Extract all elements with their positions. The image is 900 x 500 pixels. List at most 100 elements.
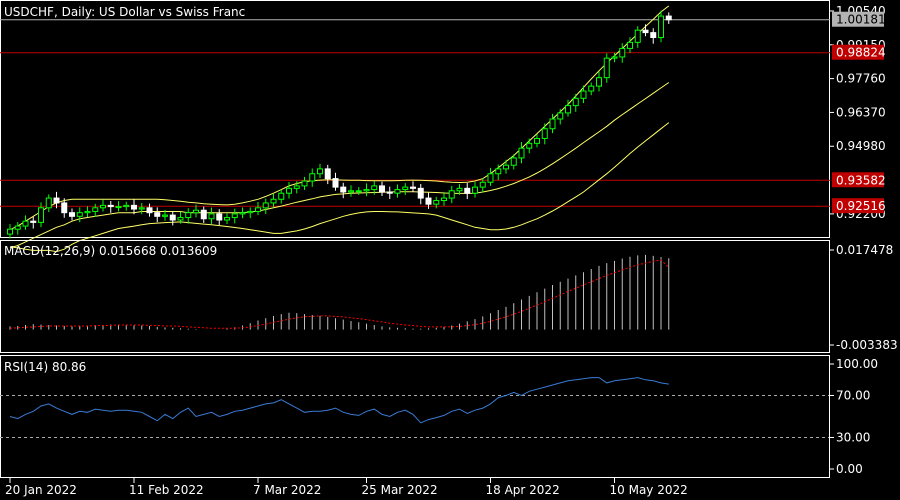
rsi-pane[interactable]: RSI(14) 80.86 — [0, 355, 830, 478]
candle-body — [534, 137, 540, 144]
time-tick-label: 20 Jan 2022 — [5, 483, 77, 497]
candle-body — [177, 217, 184, 221]
candle — [386, 186, 393, 200]
candle-body — [84, 210, 91, 214]
macd-pane-border — [0, 240, 830, 353]
candle — [665, 12, 672, 24]
candle-body — [619, 47, 626, 58]
candle-body — [231, 213, 238, 219]
candle — [417, 183, 424, 205]
candle — [146, 203, 153, 217]
candle-body — [162, 214, 168, 217]
candle — [402, 183, 409, 196]
candle — [510, 154, 517, 170]
candle-body — [224, 217, 230, 221]
candle — [534, 134, 540, 148]
candle-body — [658, 15, 664, 38]
candle-body — [239, 212, 246, 215]
candle — [177, 211, 184, 224]
candle-body — [255, 207, 261, 212]
candle — [603, 53, 610, 83]
candle-body — [603, 57, 610, 79]
current-price-tag-label: 1.00181 — [836, 13, 886, 27]
candle-body — [472, 186, 478, 194]
candle — [565, 99, 571, 117]
candle — [619, 43, 626, 63]
bollinger-lower — [9, 122, 670, 253]
time-tick-label: 10 May 2022 — [610, 483, 688, 497]
candle — [580, 85, 587, 104]
candle-body — [402, 186, 409, 191]
candle-body — [580, 90, 587, 99]
price-tick-label: 0.96370 — [836, 105, 886, 119]
candle — [154, 207, 161, 223]
candle — [169, 211, 176, 226]
candle — [22, 215, 29, 230]
candle — [456, 184, 463, 195]
candle — [239, 207, 246, 219]
candle-body — [146, 207, 153, 214]
candle — [216, 209, 223, 226]
bollinger-middle — [9, 82, 670, 249]
candle — [69, 208, 75, 221]
candle — [208, 207, 215, 225]
candle — [38, 202, 44, 228]
candle-body — [456, 187, 463, 192]
candle — [572, 93, 579, 112]
candle-body — [464, 187, 471, 194]
candle — [371, 181, 378, 195]
candle-body — [487, 173, 494, 183]
macd-tick-label: 0.017478 — [836, 243, 893, 257]
candle-body — [495, 168, 502, 175]
candle-body — [208, 213, 215, 220]
candle-body — [7, 228, 13, 235]
candle-body — [510, 157, 517, 166]
candle — [84, 206, 91, 218]
candle — [255, 201, 261, 216]
candle — [270, 193, 277, 208]
candle — [518, 141, 525, 164]
candle-body — [100, 204, 106, 209]
candle-body — [193, 209, 199, 214]
candle — [200, 206, 207, 223]
candle — [433, 196, 440, 209]
candle-body — [216, 213, 223, 221]
candle — [92, 203, 99, 217]
main-pane-title: USDCHF, Daily: US Dollar vs Swiss Franc — [4, 5, 245, 19]
candle-body — [340, 186, 347, 193]
candle-body — [379, 185, 385, 193]
price-tick-label: 0.94980 — [836, 139, 886, 153]
candle — [611, 52, 618, 63]
candle-body — [503, 164, 509, 170]
candle-body — [386, 191, 393, 194]
candle-body — [115, 206, 122, 209]
candle — [355, 187, 362, 195]
candle-body — [53, 197, 60, 204]
candle — [588, 82, 595, 96]
candle-body — [363, 189, 370, 192]
candle-body — [22, 220, 29, 227]
candle-body — [596, 77, 602, 87]
candle — [379, 181, 385, 197]
candle — [14, 222, 21, 235]
candle-body — [92, 207, 99, 212]
candle — [441, 191, 447, 206]
candle-body — [107, 204, 114, 208]
candle-body — [665, 15, 672, 21]
current-price-tag-bg — [832, 11, 884, 27]
candle-body — [200, 209, 207, 220]
candle — [53, 191, 60, 209]
price-axis: 1.005400.991500.977600.963700.949800.922… — [829, 4, 886, 221]
candle-body — [355, 190, 362, 193]
candle — [634, 26, 641, 48]
macd-pane[interactable]: MACD(12,26,9) 0.015668 0.013609 — [0, 240, 830, 353]
candle — [193, 204, 199, 218]
candle — [115, 201, 122, 212]
bollinger-upper — [9, 5, 670, 231]
main-pane[interactable]: USDCHF, Daily: US Dollar vs Swiss Franc — [0, 0, 830, 253]
candle-body — [425, 197, 432, 205]
candle-body — [45, 197, 52, 209]
candle — [100, 199, 106, 212]
candle — [526, 138, 533, 154]
